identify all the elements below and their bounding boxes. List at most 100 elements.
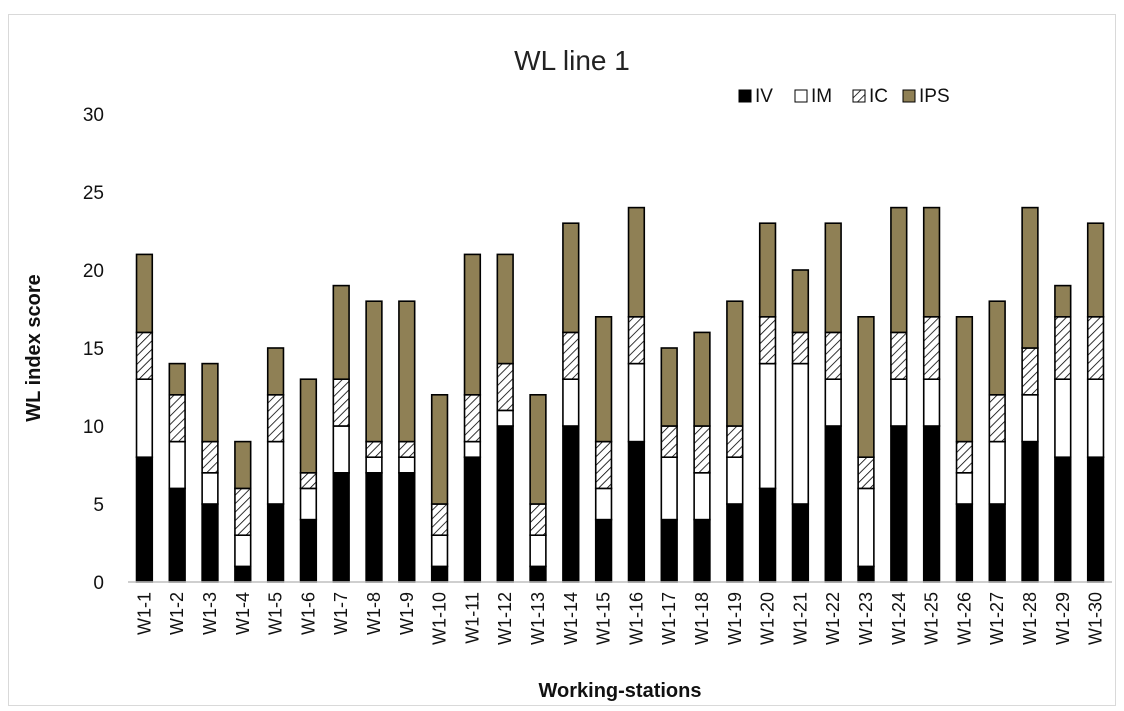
bar-segment-iv [430, 565, 449, 583]
x-tick-label: W1-23 [856, 592, 876, 645]
bar-segment-ic [693, 425, 711, 474]
bar-segment-ips [890, 206, 908, 334]
bar-segment-im [234, 534, 252, 568]
bar-segment-ic [594, 440, 613, 490]
bar-stack-w1-24 [890, 206, 908, 583]
bar-stack-w1-12 [496, 253, 514, 583]
bar-segment-im [890, 378, 908, 427]
y-tick-label: 15 [83, 339, 104, 360]
bar-segment-iv [955, 503, 974, 583]
x-tick-label: W1-12 [495, 592, 515, 645]
x-tick-label: W1-10 [430, 592, 450, 645]
x-tick-label: W1-1 [134, 592, 154, 635]
x-tick-label: W1-20 [758, 592, 778, 645]
x-tick-label: W1-15 [594, 592, 614, 645]
legend-item-ic: IC [852, 86, 888, 107]
bar-segment-ic [1054, 315, 1072, 380]
bar-segment-im [693, 471, 711, 521]
x-tick-label: W1-13 [528, 592, 548, 645]
bar-segment-iv [562, 425, 580, 583]
bar-stack-w1-22 [824, 222, 842, 583]
bar-segment-im [430, 534, 449, 568]
bar-segment-iv [365, 471, 383, 583]
legend: IV IM IC IPS [738, 86, 950, 107]
bar-segment-ic [1086, 315, 1105, 380]
x-axis-label: Working-stations [539, 680, 702, 702]
y-tick-label: 5 [93, 495, 104, 516]
y-axis: 0 5 10 15 20 25 30 [83, 105, 104, 594]
bar-segment-ips [201, 362, 219, 443]
bar-stack-w1-5 [266, 347, 285, 583]
bar-segment-iv [890, 425, 908, 583]
bar-segment-im [791, 362, 810, 505]
bar-segment-ips [693, 331, 711, 427]
bar-segment-im [562, 378, 580, 427]
bar-segment-ic [463, 393, 482, 443]
bar-segment-ips [332, 284, 350, 381]
bar-segment-iv [1054, 456, 1072, 583]
bar-segment-ips [627, 206, 646, 318]
bar-segment-ic [496, 362, 514, 412]
bar-segment-ic [660, 425, 678, 459]
bar-stack-w1-20 [758, 222, 777, 583]
bar-segment-im [660, 456, 678, 521]
bar-segment-im [988, 440, 1006, 505]
y-tick-label: 10 [83, 417, 104, 438]
bar-segment-ic [1021, 347, 1039, 396]
bar-segment-im [135, 378, 154, 459]
bars [135, 206, 1105, 583]
bar-segment-iv [1086, 456, 1105, 583]
bar-segment-im [758, 362, 777, 490]
bar-segment-ips [1054, 284, 1072, 318]
bar-segment-im [922, 378, 941, 427]
bar-stack-w1-3 [201, 362, 219, 583]
x-tick-label: W1-28 [1020, 592, 1040, 645]
bar-segment-ic [758, 315, 777, 365]
legend-label: IPS [919, 86, 950, 107]
bar-segment-ic [398, 440, 416, 459]
legend-swatch [738, 89, 752, 103]
legend-item-iv: IV [738, 86, 773, 107]
bar-segment-im [1054, 378, 1072, 459]
legend-label: IC [869, 86, 888, 107]
bar-segment-iv [332, 471, 350, 583]
bar-segment-im [726, 456, 744, 505]
bar-segment-ic [890, 331, 908, 380]
bar-segment-ic [922, 315, 941, 380]
bar-segment-ic [824, 331, 842, 380]
bar-segment-im [496, 409, 514, 427]
bar-segment-ic [365, 440, 383, 459]
bar-segment-ips [168, 362, 186, 396]
bar-stack-w1-16 [627, 206, 646, 583]
bar-segment-im [266, 440, 285, 505]
bar-segment-iv [496, 425, 514, 583]
bar-segment-ic [529, 503, 547, 537]
bar-segment-im [627, 362, 646, 443]
legend-swatch [794, 89, 808, 103]
chart-title: WL line 1 [514, 45, 630, 76]
legend-swatch [902, 89, 916, 103]
bar-segment-ic [299, 471, 318, 490]
bar-segment-ips [365, 300, 383, 443]
bar-segment-im [529, 534, 547, 568]
bar-stack-w1-2 [168, 362, 186, 583]
bar-segment-ips [398, 300, 416, 443]
bar-segment-iv [234, 565, 252, 583]
bar-stack-w1-19 [726, 300, 744, 583]
bar-segment-iv [529, 565, 547, 583]
bar-stack-w1-6 [299, 378, 318, 583]
bar-segment-iv [299, 518, 318, 583]
bar-segment-im [857, 487, 875, 568]
bar-segment-ips [266, 347, 285, 396]
bar-segment-ic [726, 425, 744, 459]
bar-stack-w1-1 [135, 253, 154, 583]
bar-segment-ic [201, 440, 219, 474]
bar-segment-ips [791, 269, 810, 334]
bar-segment-iv [627, 440, 646, 583]
bar-stack-w1-10 [430, 393, 449, 583]
bar-segment-ic [135, 331, 154, 380]
bar-segment-iv [693, 518, 711, 583]
bar-segment-iv [791, 503, 810, 583]
bar-segment-ips [824, 222, 842, 334]
